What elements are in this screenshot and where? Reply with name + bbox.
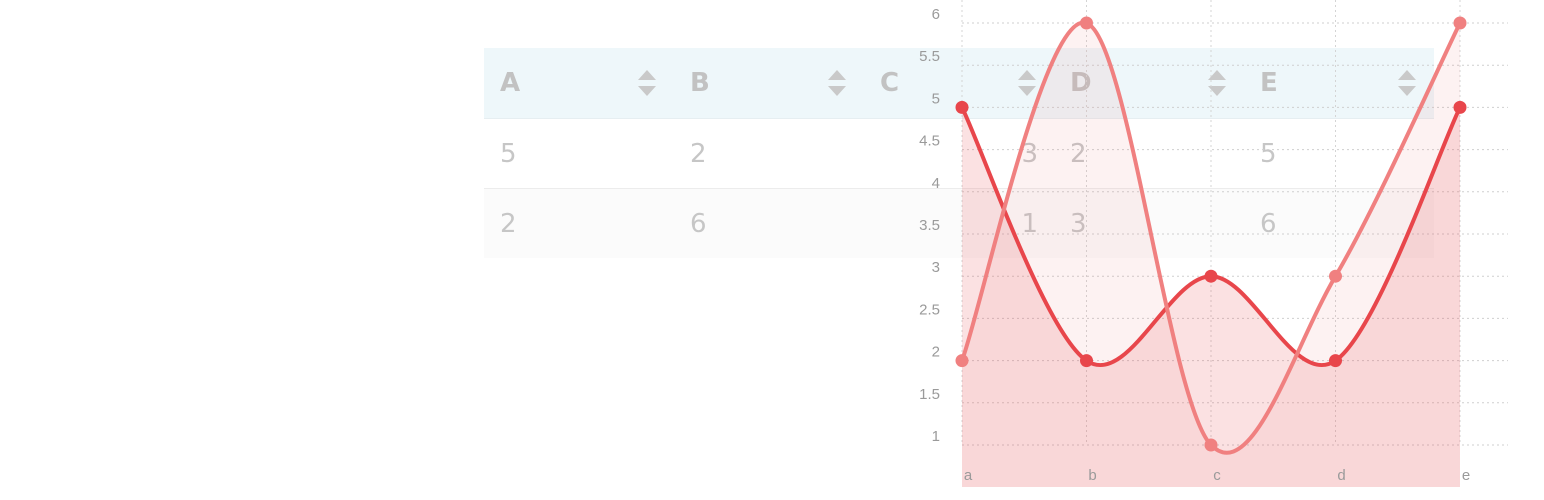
table-row: 5 2 3 2 5 xyxy=(484,118,1434,189)
series-points xyxy=(955,16,1467,452)
series-area-fill xyxy=(962,22,1460,487)
column-header-label: B xyxy=(690,68,710,98)
sort-updown-icon[interactable] xyxy=(1208,70,1226,96)
y-tick-label: 4 xyxy=(932,175,940,192)
data-point[interactable] xyxy=(1329,354,1342,368)
x-tick-label: e xyxy=(1462,467,1470,484)
table-cell: 2 xyxy=(484,188,674,258)
series-area-fill xyxy=(962,107,1460,488)
sort-updown-icon[interactable] xyxy=(828,70,846,96)
data-point[interactable] xyxy=(1080,354,1093,368)
y-tick-label: 1 xyxy=(932,428,940,445)
series-line xyxy=(960,20,1462,455)
table-cell: 2 xyxy=(1054,118,1244,189)
sort-updown-icon[interactable] xyxy=(638,70,656,96)
y-tick-label: 5 xyxy=(932,90,940,107)
data-point[interactable] xyxy=(1329,269,1342,283)
column-header-label: E xyxy=(1260,68,1278,98)
table-cell: 5 xyxy=(484,118,674,189)
table-row: 2 6 1 3 6 xyxy=(484,188,1434,258)
x-tick-label: a xyxy=(964,467,973,484)
table-cell: 5 xyxy=(1244,118,1434,189)
data-table: A B C D E xyxy=(484,48,1434,258)
area-fills xyxy=(962,22,1460,488)
table-cell: 2 xyxy=(674,118,864,189)
y-tick-label: 6 xyxy=(932,6,940,23)
x-tick-label: c xyxy=(1213,467,1221,484)
y-tick-label: 5.5 xyxy=(919,48,940,65)
column-header-a[interactable]: A xyxy=(484,48,674,119)
y-tick-label: 3.5 xyxy=(919,217,940,234)
data-point[interactable] xyxy=(1453,100,1467,114)
data-point[interactable] xyxy=(1080,16,1093,30)
sort-updown-icon[interactable] xyxy=(1398,70,1416,96)
x-tick-label: d xyxy=(1337,467,1345,484)
y-tick-label: 3 xyxy=(932,259,940,276)
table-cell: 1 xyxy=(864,188,1054,258)
y-tick-label: 2.5 xyxy=(919,301,940,318)
data-point[interactable] xyxy=(955,100,969,114)
table-cell: 6 xyxy=(674,188,864,258)
y-tick-label: 4.5 xyxy=(919,133,940,150)
table-cell: 3 xyxy=(864,118,1054,189)
y-axis-ticks: 1 1.5 2 2.5 3 3.5 4 4.5 5 5.5 6 xyxy=(919,6,940,445)
sort-updown-icon[interactable] xyxy=(1018,70,1036,96)
data-point[interactable] xyxy=(1204,438,1218,452)
column-header-label: A xyxy=(500,68,521,98)
x-tick-label: b xyxy=(1088,467,1096,484)
x-axis-ticks: a b c d e xyxy=(964,467,1470,484)
gridlines xyxy=(961,0,1508,446)
y-tick-label: 2 xyxy=(932,344,940,361)
y-tick-label: 1.5 xyxy=(919,386,940,403)
data-point[interactable] xyxy=(1453,16,1467,30)
data-point[interactable] xyxy=(955,354,969,368)
column-header-label: C xyxy=(880,68,900,98)
data-point[interactable] xyxy=(1204,269,1218,283)
column-header-b[interactable]: B xyxy=(674,48,864,119)
